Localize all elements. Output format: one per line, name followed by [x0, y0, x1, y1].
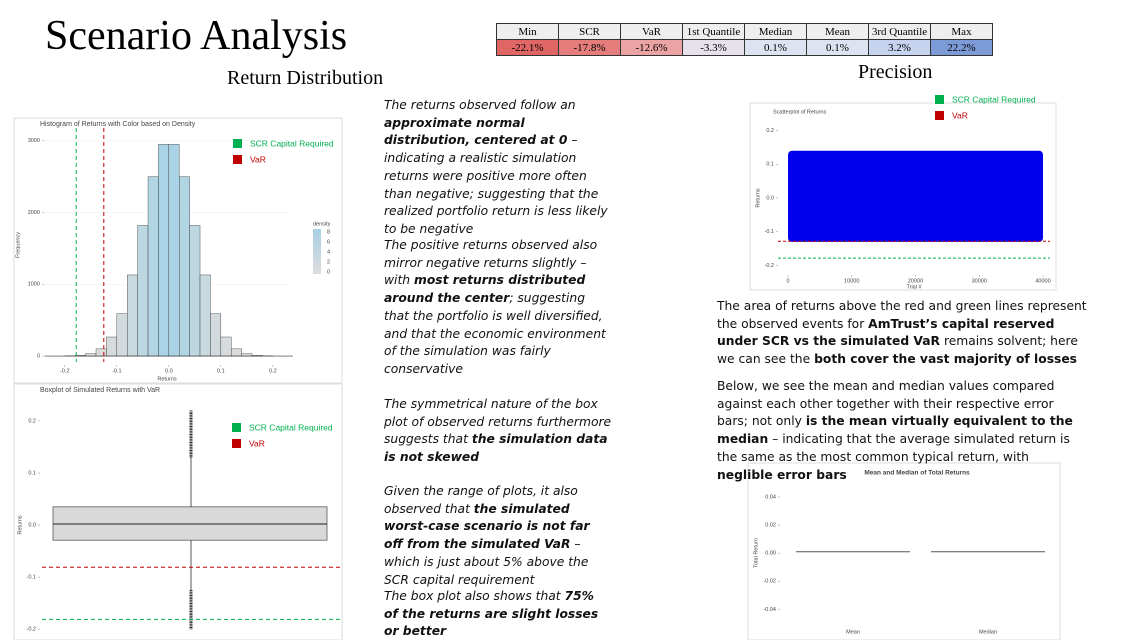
- bar: [221, 337, 231, 356]
- x-tick-label: 0: [786, 278, 789, 284]
- x-tick-label: 40000: [1035, 278, 1050, 284]
- legend-swatch: [233, 139, 242, 148]
- paragraph: The symmetrical nature of the box plot o…: [384, 396, 612, 467]
- text-run: – indicating that the average simulated …: [717, 432, 1070, 464]
- paragraph: Below, we see the mean and median values…: [717, 378, 1087, 484]
- density-tick-label: 8: [327, 229, 330, 235]
- bar: [158, 144, 168, 356]
- bar: [190, 225, 200, 356]
- y-tick-label: -0.1: [765, 229, 774, 235]
- bar: [148, 177, 158, 356]
- y-tick-label: 0.04: [765, 494, 776, 500]
- chart-title: Boxplot of Simulated Returns with VaR: [40, 387, 160, 394]
- y-tick-label: 0.0: [766, 195, 774, 201]
- density-tick-label: 2: [327, 259, 330, 265]
- y-tick-label: 0.00: [765, 551, 776, 557]
- chart-title: Histogram of Returns with Color based on…: [40, 121, 196, 128]
- x-tick-label: Mean: [846, 629, 860, 635]
- y-axis-label: Returns: [755, 188, 761, 208]
- y-tick-label: -0.2: [27, 627, 36, 633]
- legend-label: SCR Capital Required: [952, 94, 1036, 104]
- x-tick-label: -0.1: [112, 368, 121, 374]
- text-run: neglible error bars: [717, 468, 847, 482]
- text-run: approximate normal distribution, centere…: [384, 116, 567, 148]
- legend-label: VaR: [249, 438, 265, 448]
- y-tick-label: 0.2: [766, 128, 774, 134]
- paragraph: Given the range of plots, it also observ…: [384, 483, 612, 589]
- legend-title: density: [313, 221, 331, 227]
- y-tick-label: 0.1: [766, 162, 774, 168]
- x-tick-label: -0.2: [60, 368, 69, 374]
- bar: [200, 275, 210, 356]
- box: [53, 507, 327, 540]
- y-tick-label: 0.1: [28, 470, 36, 476]
- text-run: The box plot also shows that: [384, 589, 565, 603]
- bar: [242, 354, 252, 356]
- legend-swatch: [935, 111, 944, 120]
- y-tick-label: -0.2: [765, 263, 774, 269]
- text-run: both cover the vast majority of losses: [814, 352, 1077, 366]
- paragraph: The returns observed follow an approxima…: [384, 97, 612, 239]
- y-tick-label: -0.02: [763, 579, 776, 585]
- bar: [138, 225, 148, 356]
- y-tick-label: -0.04: [763, 607, 776, 613]
- x-tick-label: 0.1: [217, 368, 225, 374]
- legend-label: SCR Capital Required: [250, 138, 334, 148]
- x-tick-label: 0.0: [165, 368, 173, 374]
- legend-swatch: [232, 423, 241, 432]
- y-tick-label: 2000: [28, 210, 40, 216]
- y-axis-label: Total Return: [753, 538, 759, 568]
- point-cloud: [788, 151, 1043, 242]
- bar: [117, 314, 127, 356]
- y-tick-label: -0.1: [27, 575, 36, 581]
- paragraph: The positive returns observed also mirro…: [384, 237, 612, 379]
- x-axis-label: Trial #: [906, 284, 922, 290]
- y-tick-label: 0.2: [28, 418, 36, 424]
- paragraph: The area of returns above the red and gr…: [717, 298, 1087, 369]
- density-tick-label: 4: [327, 249, 330, 255]
- bar: [127, 275, 137, 356]
- y-tick-label: 3000: [28, 138, 40, 144]
- y-tick-label: 0: [37, 353, 40, 359]
- legend-swatch: [935, 95, 944, 104]
- legend-label: VaR: [952, 110, 968, 120]
- y-axis-label: Frequency: [15, 232, 21, 258]
- paragraph: The box plot also shows that 75% of the …: [384, 588, 612, 641]
- density-tick-label: 0: [327, 269, 330, 275]
- bar: [169, 144, 179, 356]
- chart-title: Scatterplot of Returns: [773, 109, 826, 115]
- bar: [96, 349, 106, 356]
- y-tick-label: 0.02: [765, 523, 776, 529]
- y-tick-label: 0.0: [28, 523, 36, 529]
- legend-label: SCR Capital Required: [249, 422, 333, 432]
- legend-label: VaR: [250, 154, 266, 164]
- legend-swatch: [232, 439, 241, 448]
- text-run: The returns observed follow an: [384, 98, 576, 112]
- x-axis-label: Returns: [157, 376, 177, 382]
- bar: [210, 314, 220, 356]
- bar: [86, 354, 96, 356]
- bar: [179, 177, 189, 356]
- x-tick-label: 10000: [844, 278, 859, 284]
- x-tick-label: Median: [979, 629, 997, 635]
- x-tick-label: 30000: [972, 278, 987, 284]
- bar: [231, 349, 241, 356]
- y-tick-label: 1000: [28, 282, 40, 288]
- text-run: – indicating a realistic simulation retu…: [384, 133, 608, 236]
- x-tick-label: 0.2: [269, 368, 277, 374]
- y-axis-label: Returns: [17, 515, 23, 535]
- bar: [106, 337, 116, 356]
- legend-swatch: [233, 155, 242, 164]
- density-scale: [313, 229, 321, 274]
- density-tick-label: 6: [327, 239, 330, 245]
